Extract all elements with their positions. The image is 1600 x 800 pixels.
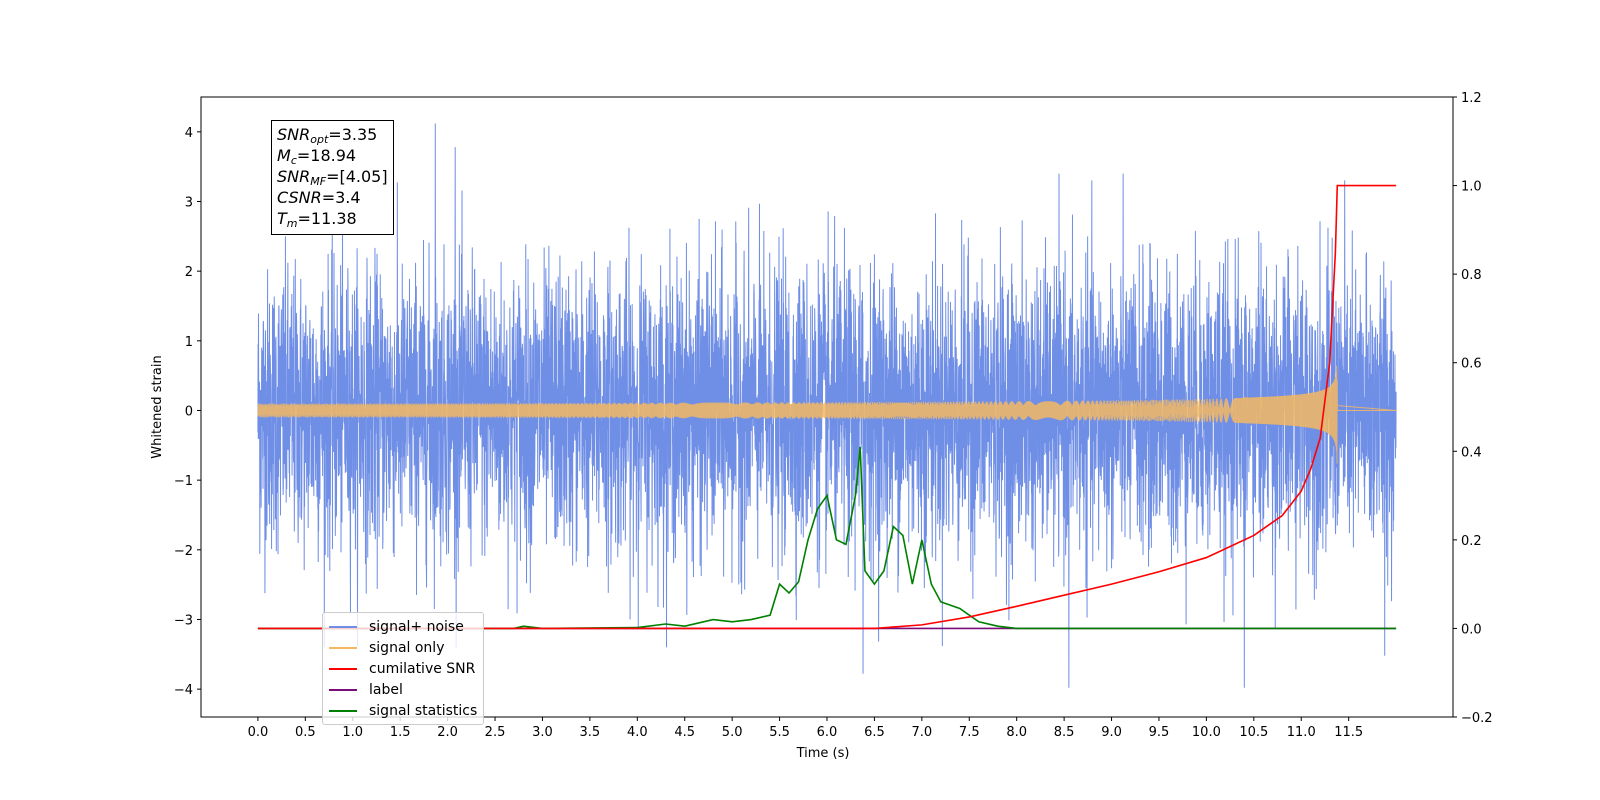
annotation-line: SNRMF=[4.05] xyxy=(277,167,388,188)
legend-item: signal+ noise xyxy=(329,616,477,637)
x-tick-label: 11.5 xyxy=(1334,725,1363,740)
legend-item: cumilative SNR xyxy=(329,658,477,679)
y-tick-label: 2 xyxy=(185,265,193,280)
x-tick-label: 8.5 xyxy=(1054,725,1075,740)
legend-label: cumilative SNR xyxy=(369,660,476,677)
x-tick-label: 2.5 xyxy=(485,725,506,740)
x-tick-label: 6.0 xyxy=(817,725,838,740)
y2-tick-label: −0.2 xyxy=(1461,711,1493,726)
x-tick-label: 11.0 xyxy=(1287,725,1316,740)
legend-label: signal+ noise xyxy=(369,618,464,635)
legend-label: signal only xyxy=(369,639,445,656)
legend-swatch xyxy=(329,646,357,649)
annotation-line: SNRopt=3.35 xyxy=(277,125,378,146)
x-axis-label: Time (s) xyxy=(796,746,850,761)
y-tick-label: 0 xyxy=(185,404,193,419)
y-tick-label: −3 xyxy=(174,613,193,628)
y-tick-label: −1 xyxy=(174,474,193,489)
y-tick-label: 4 xyxy=(185,126,193,141)
legend-swatch xyxy=(329,688,357,691)
legend-label: label xyxy=(369,681,403,698)
legend-swatch xyxy=(329,625,357,628)
legend-swatch xyxy=(329,667,357,670)
x-tick-label: 10.5 xyxy=(1239,725,1268,740)
y2-tick-label: 1.0 xyxy=(1461,180,1482,195)
series-line-signal-noise xyxy=(257,123,1397,688)
x-tick-label: 9.5 xyxy=(1149,725,1170,740)
x-tick-label: 5.0 xyxy=(722,725,743,740)
x-tick-label: 0.0 xyxy=(248,725,269,740)
x-tick-label: 7.0 xyxy=(912,725,933,740)
x-tick-label: 5.5 xyxy=(769,725,790,740)
series-line-signal-only xyxy=(257,365,1397,464)
y2-tick-label: 1.2 xyxy=(1461,91,1482,106)
x-tick-label: 0.5 xyxy=(295,725,316,740)
legend-item: label xyxy=(329,679,477,700)
x-tick-label: 3.0 xyxy=(532,725,553,740)
legend: signal+ noise signal only cumilative SNR la… xyxy=(322,612,485,725)
y-axis-ticks: −4 −3 −2 −1 0 1 2 3 4 xyxy=(174,126,201,698)
annotation-line: Tm=11.38 xyxy=(277,209,357,230)
annotation-line: CSNR=3.4 xyxy=(277,188,361,207)
x-tick-label: 1.0 xyxy=(342,725,363,740)
legend-item: signal statistics xyxy=(329,700,477,721)
y-tick-label: 1 xyxy=(185,335,193,350)
legend-item: signal only xyxy=(329,637,477,658)
series-line-signal-statistics xyxy=(257,446,1397,630)
x-tick-label: 1.5 xyxy=(390,725,411,740)
x-tick-label: 4.5 xyxy=(674,725,695,740)
y2-tick-label: 0.8 xyxy=(1461,268,1482,283)
legend-swatch xyxy=(329,709,357,712)
annotation-line: Mc=18.94 xyxy=(277,146,357,167)
y-tick-label: 3 xyxy=(185,195,193,210)
legend-label: signal statistics xyxy=(369,702,478,719)
y-tick-label: −2 xyxy=(174,544,193,559)
y2-tick-label: 0.0 xyxy=(1461,622,1482,637)
x-tick-label: 7.5 xyxy=(959,725,980,740)
x-tick-label: 2.0 xyxy=(437,725,458,740)
x-tick-label: 3.5 xyxy=(580,725,601,740)
x-tick-label: 9.0 xyxy=(1101,725,1122,740)
x-tick-label: 8.0 xyxy=(1006,725,1027,740)
x-tick-label: 6.5 xyxy=(864,725,885,740)
y-axis-label: Whitened strain xyxy=(150,355,165,458)
signal-noise-series xyxy=(257,123,1397,688)
x-tick-label: 4.0 xyxy=(627,725,648,740)
x-axis-ticks: 0.0 0.5 1.0 1.5 2.0 2.5 3.0 3.5 4.0 4.5 5.0 5.5 6.0 6… xyxy=(248,717,1363,740)
y-tick-label: −4 xyxy=(174,683,193,698)
annotation-box: SNRopt=3.35 Mc=18.94 SNRMF=[4.05] CSNR=3.4 T… xyxy=(271,120,394,235)
signal-only-series xyxy=(257,365,1397,464)
y2-tick-label: 0.4 xyxy=(1461,445,1482,460)
y2-axis-ticks: −0.2 0.0 0.2 0.4 0.6 0.8 1.0 1.2 xyxy=(1453,91,1493,726)
y2-tick-label: 0.2 xyxy=(1461,534,1482,549)
y2-tick-label: 0.6 xyxy=(1461,357,1482,372)
series-line-cumilative-snr xyxy=(257,184,1397,630)
x-tick-label: 10.0 xyxy=(1192,725,1221,740)
